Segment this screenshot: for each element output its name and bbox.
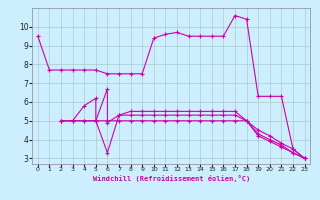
X-axis label: Windchill (Refroidissement éolien,°C): Windchill (Refroidissement éolien,°C) (92, 175, 250, 182)
